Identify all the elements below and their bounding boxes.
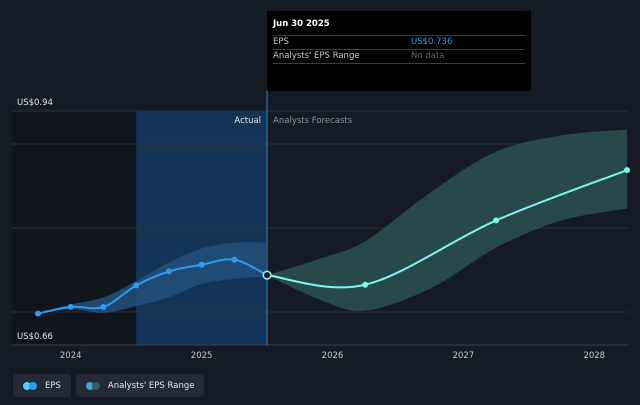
x-tick-label: 2028 <box>583 351 605 361</box>
eps-point <box>35 310 41 317</box>
tooltip-range-value: No data <box>411 51 445 61</box>
legend-item-eps[interactable]: EPS <box>13 374 71 397</box>
tooltip-panel: Jun 30 2025 EPS US$0.736 Analysts' EPS R… <box>267 11 531 91</box>
eps-forecast-point <box>362 281 369 288</box>
tooltip-eps-value: US$0.736 <box>411 37 453 47</box>
tooltip-eps-label: EPS <box>273 37 289 47</box>
x-tick-label: 2026 <box>322 351 344 361</box>
x-tick-label: 2027 <box>453 351 475 361</box>
legend-item-eps-range[interactable]: Analysts' EPS Range <box>75 374 205 397</box>
eps-point <box>133 282 140 289</box>
eps-range-legend-icon <box>85 381 102 390</box>
eps-point <box>100 303 107 310</box>
eps-point <box>67 303 74 310</box>
legend-label-eps: EPS <box>45 380 61 391</box>
legend-label-eps-range: Analysts' EPS Range <box>107 380 195 391</box>
tooltip-row-eps: EPS US$0.736 <box>273 35 525 49</box>
forecast-label: Analysts Forecasts <box>273 116 353 126</box>
y-label-top: US$0.94 <box>17 98 53 108</box>
y-label-bottom: US$0.66 <box>17 332 53 342</box>
tooltip-range-label: Analysts' EPS Range <box>273 51 360 61</box>
eps-forecast-point <box>493 217 500 224</box>
eps-legend-icon <box>23 381 39 390</box>
analysts-eps-range-band <box>267 129 627 311</box>
x-tick-label: 2024 <box>60 351 82 361</box>
tooltip-date: Jun 30 2025 <box>273 19 330 29</box>
x-tick-label: 2025 <box>191 351 213 361</box>
eps-point <box>231 256 238 263</box>
eps-point <box>198 261 205 268</box>
eps-point <box>165 268 172 275</box>
actual-label: Actual <box>234 116 261 126</box>
eps-forecast-line <box>266 169 628 289</box>
legend: EPS Analysts' EPS Range <box>13 374 205 397</box>
eps-point-latest <box>262 270 272 280</box>
eps-forecast-point <box>624 167 630 174</box>
tooltip-row-range: Analysts' EPS Range No data <box>273 49 525 64</box>
